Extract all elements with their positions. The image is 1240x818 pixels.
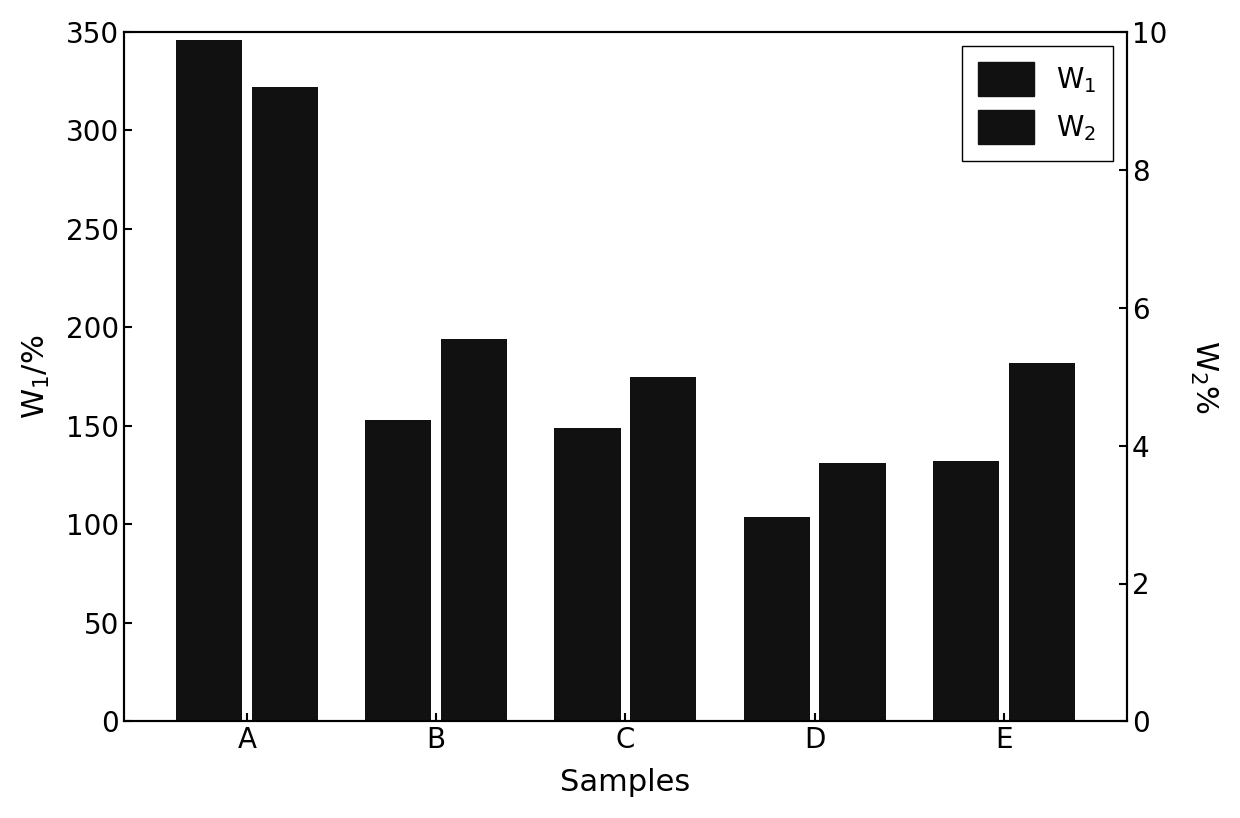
Bar [252, 87, 317, 721]
Bar [554, 428, 621, 721]
Y-axis label: W$_2$%: W$_2$% [1188, 339, 1219, 414]
Y-axis label: W$_1$/%: W$_1$/% [21, 335, 52, 419]
Bar [441, 339, 507, 721]
Bar [1008, 363, 1075, 721]
Legend: W$_1$, W$_2$: W$_1$, W$_2$ [962, 46, 1114, 160]
Bar [932, 461, 999, 721]
X-axis label: Samples: Samples [560, 768, 691, 798]
Bar [366, 420, 432, 721]
Bar [176, 40, 242, 721]
Bar [630, 376, 697, 721]
Bar [820, 463, 885, 721]
Bar [744, 516, 810, 721]
